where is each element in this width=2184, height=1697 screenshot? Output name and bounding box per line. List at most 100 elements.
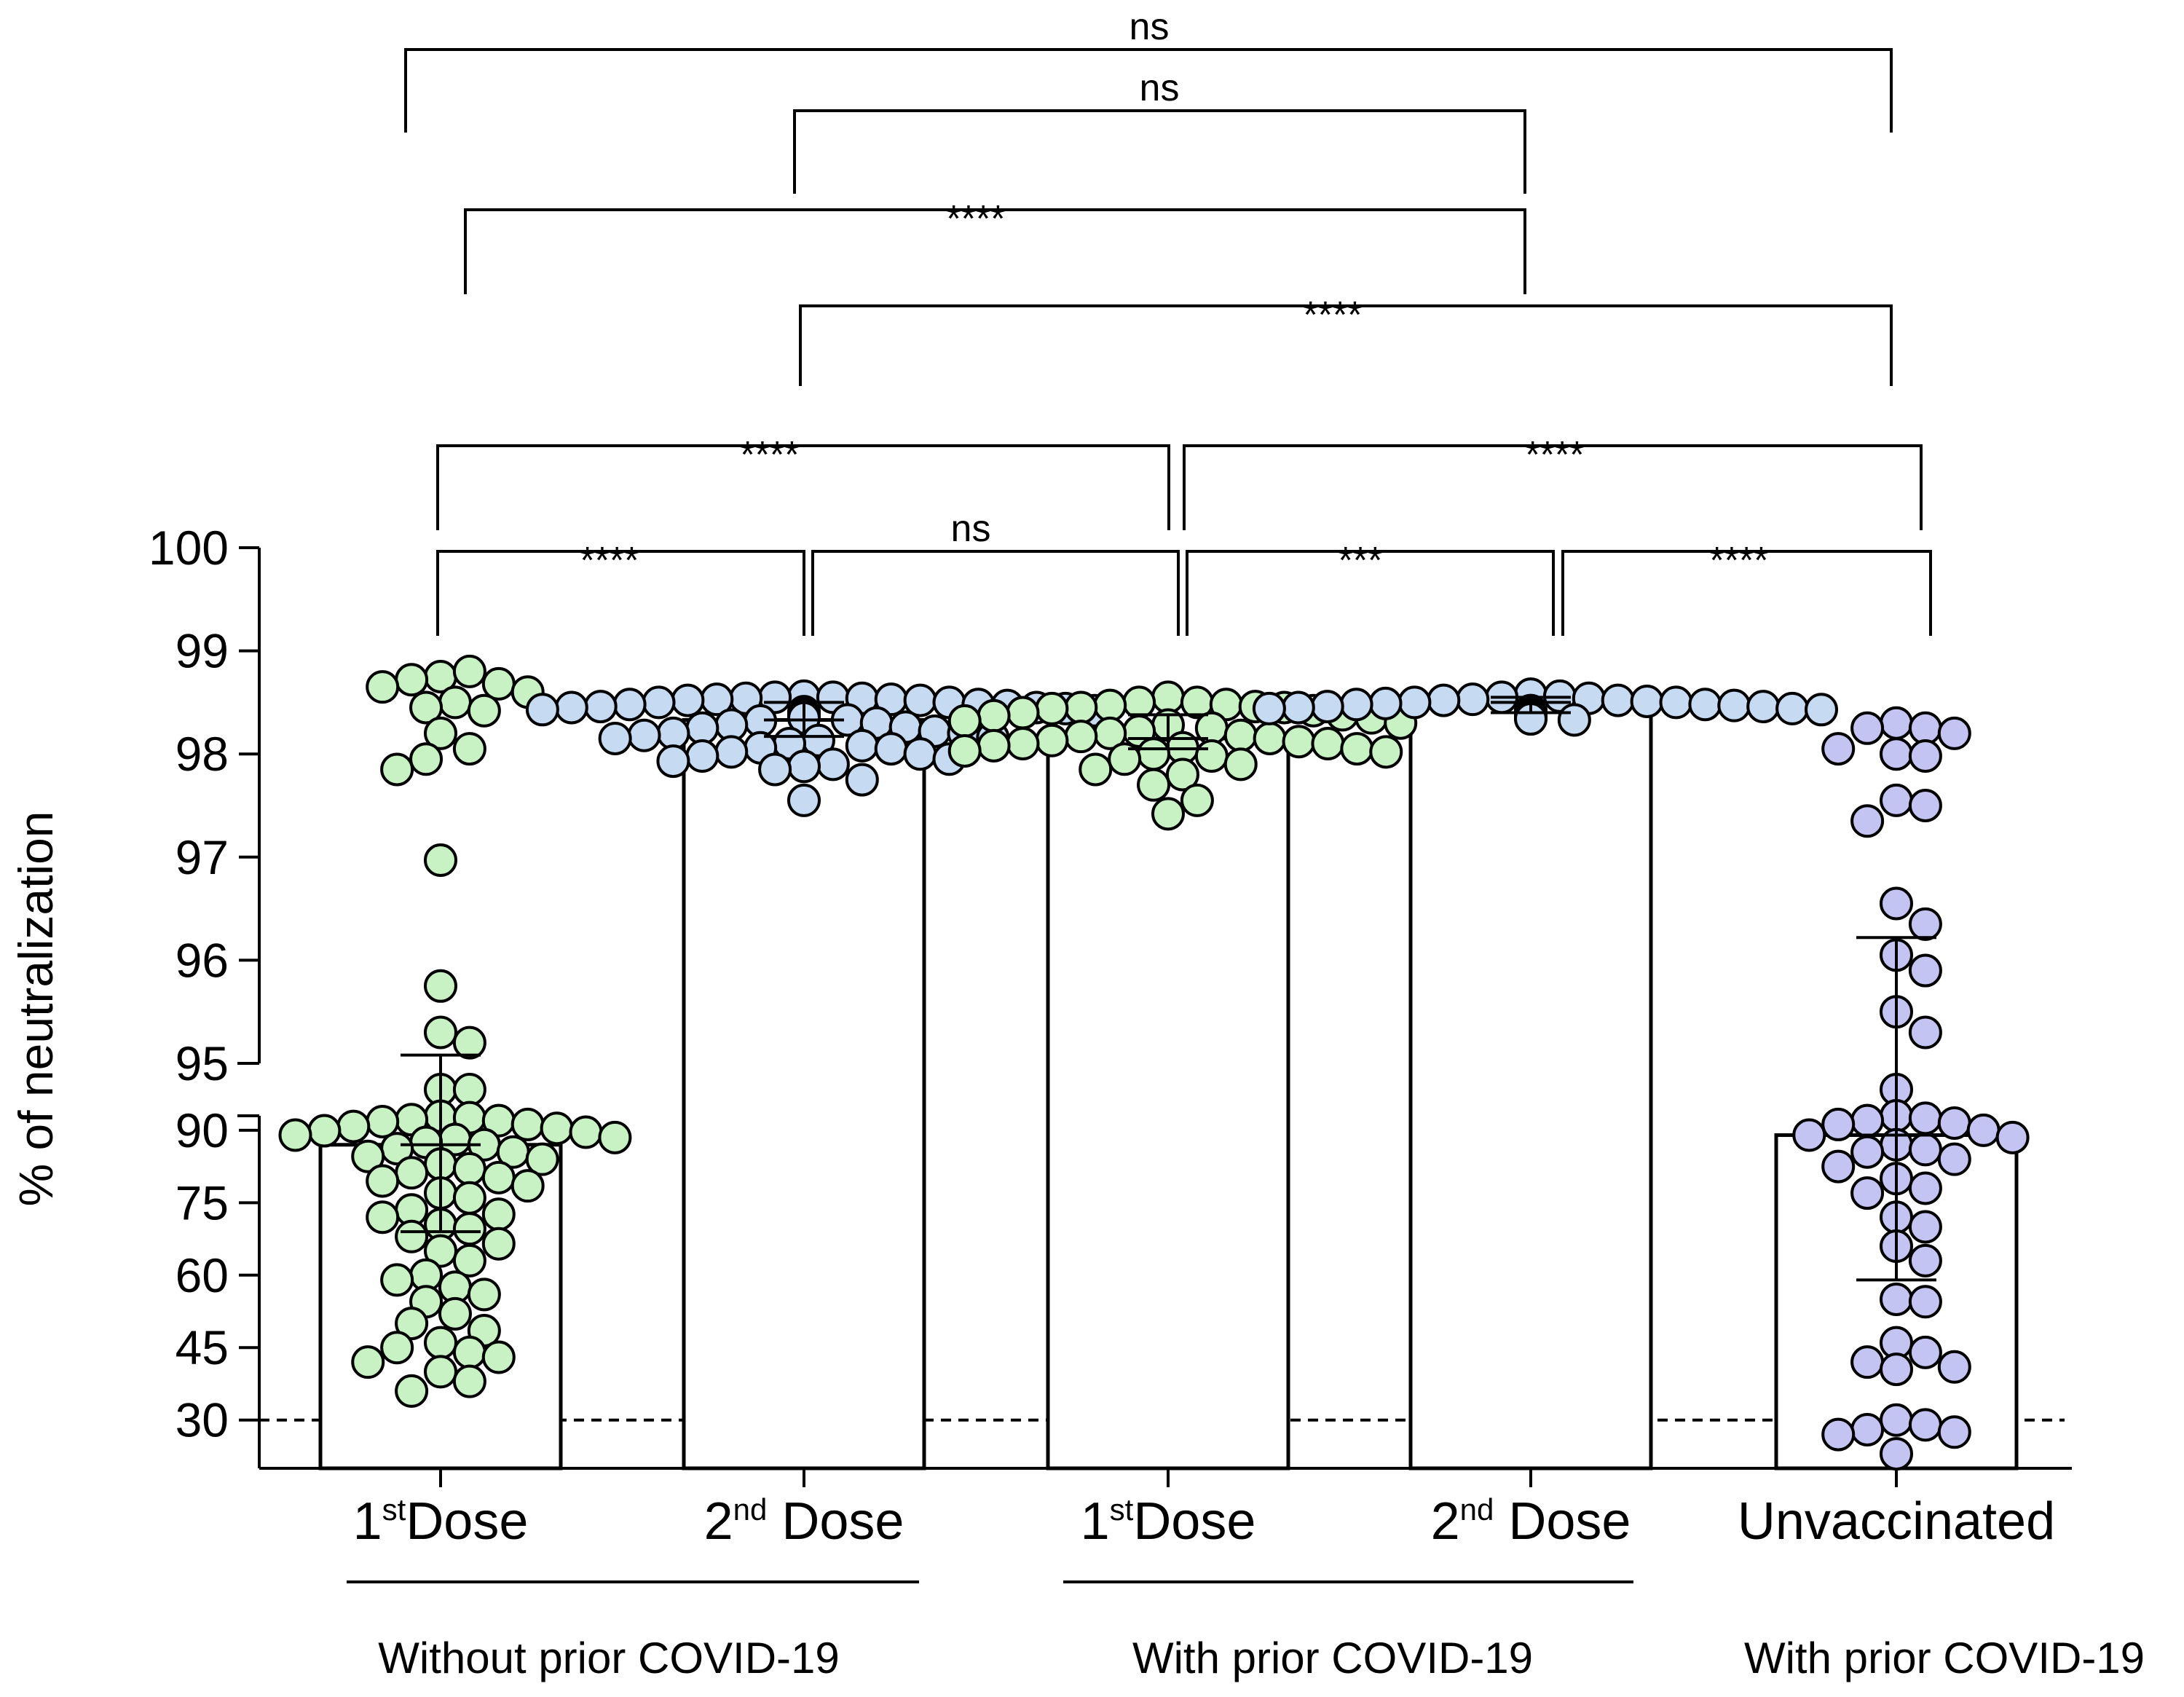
y-tick-label: 30 xyxy=(176,1393,229,1447)
data-point xyxy=(452,654,486,688)
data-point xyxy=(1821,732,1856,766)
data-point xyxy=(1151,797,1185,831)
plot-area: 100 99 98 97 96 95 90 75 60 45 30 1stDose 2nd Dose 1s… xyxy=(149,6,2145,1682)
group-label: With prior COVID-19 xyxy=(1744,1634,2145,1682)
data-point xyxy=(1746,690,1781,724)
data-point xyxy=(481,1197,516,1232)
significance-label: **** xyxy=(580,540,639,582)
data-point xyxy=(467,1277,501,1312)
data-point xyxy=(1035,723,1069,757)
data-point xyxy=(1397,685,1432,720)
data-point xyxy=(1151,680,1185,714)
data-point xyxy=(1937,1415,1971,1449)
data-point xyxy=(1282,725,1316,759)
data-point xyxy=(1908,953,1942,988)
data-point xyxy=(366,1200,400,1235)
data-point xyxy=(481,1160,516,1194)
bar xyxy=(1046,736,1290,1470)
data-point xyxy=(481,1340,516,1374)
data-point xyxy=(1180,783,1214,817)
y-tick-label: 75 xyxy=(176,1176,229,1229)
significance-bracket xyxy=(436,550,805,636)
data-point xyxy=(627,718,661,752)
data-point xyxy=(452,1364,486,1398)
y-tick-label: 96 xyxy=(176,933,229,987)
data-point xyxy=(656,716,690,750)
significance-bracket xyxy=(1561,550,1932,636)
data-point xyxy=(642,685,676,720)
data-point xyxy=(1137,737,1171,771)
y-tick-label: 99 xyxy=(176,624,229,678)
data-point xyxy=(452,1025,486,1060)
data-point xyxy=(845,763,879,797)
data-point xyxy=(1688,688,1722,722)
data-point xyxy=(1310,690,1344,724)
data-point xyxy=(1908,789,1942,822)
data-point xyxy=(452,732,486,766)
data-point xyxy=(1064,690,1098,725)
data-point xyxy=(787,783,821,817)
data-point xyxy=(1223,747,1258,781)
data-point xyxy=(1908,1171,1942,1205)
data-point xyxy=(1850,1412,1885,1446)
bar xyxy=(682,717,926,1470)
data-point xyxy=(336,1109,371,1143)
data-point xyxy=(874,732,908,766)
data-point xyxy=(1937,1106,1971,1140)
y-tick-label: 97 xyxy=(176,830,229,884)
data-point xyxy=(409,690,443,725)
data-point xyxy=(278,1118,312,1152)
data-point xyxy=(452,1243,486,1277)
data-point xyxy=(1368,686,1403,720)
data-point xyxy=(1339,688,1373,722)
data-point xyxy=(1717,688,1751,722)
data-point xyxy=(467,693,501,728)
data-point xyxy=(1850,1135,1885,1169)
data-point xyxy=(1937,1350,1971,1384)
x-category-label: 1stDose xyxy=(353,1492,529,1551)
significance-bracket xyxy=(1183,444,1923,530)
data-point xyxy=(1165,757,1199,792)
data-point xyxy=(424,843,457,878)
data-point xyxy=(1908,1015,1942,1050)
data-point xyxy=(438,685,472,720)
data-point xyxy=(351,1139,385,1173)
data-point xyxy=(424,1234,457,1268)
significance-label: ns xyxy=(951,508,991,550)
data-point xyxy=(1427,683,1461,717)
data-point xyxy=(1995,1120,2030,1154)
data-point xyxy=(1792,1118,1826,1152)
data-point xyxy=(1006,696,1040,730)
data-point xyxy=(1340,732,1374,766)
data-point xyxy=(1557,703,1591,737)
data-point xyxy=(1821,1417,1856,1452)
data-point xyxy=(1311,727,1345,761)
data-point xyxy=(366,1164,400,1198)
x-category-label: Unvaccinated xyxy=(1738,1492,2055,1551)
data-point xyxy=(424,716,457,750)
data-point xyxy=(1908,1285,1942,1319)
data-point xyxy=(1601,683,1635,717)
data-point xyxy=(977,698,1011,733)
data-point xyxy=(1369,735,1403,769)
data-point xyxy=(671,683,705,717)
data-point xyxy=(1880,886,1913,921)
data-point xyxy=(598,721,632,755)
data-point xyxy=(1035,691,1069,725)
y-tick-label: 95 xyxy=(176,1036,229,1090)
data-point xyxy=(1137,768,1171,802)
data-point xyxy=(510,1107,545,1141)
data-point xyxy=(452,1335,486,1369)
data-point xyxy=(845,728,879,763)
data-point xyxy=(1850,1103,1885,1138)
data-point xyxy=(366,670,400,704)
data-point xyxy=(1850,711,1885,745)
data-point xyxy=(351,1345,385,1379)
data-point xyxy=(903,737,937,771)
data-point xyxy=(1006,727,1040,761)
group-label: Without prior COVID-19 xyxy=(378,1634,840,1682)
data-point xyxy=(1908,1101,1942,1135)
data-point xyxy=(554,690,588,725)
data-point xyxy=(656,744,690,779)
data-point xyxy=(1093,688,1127,722)
